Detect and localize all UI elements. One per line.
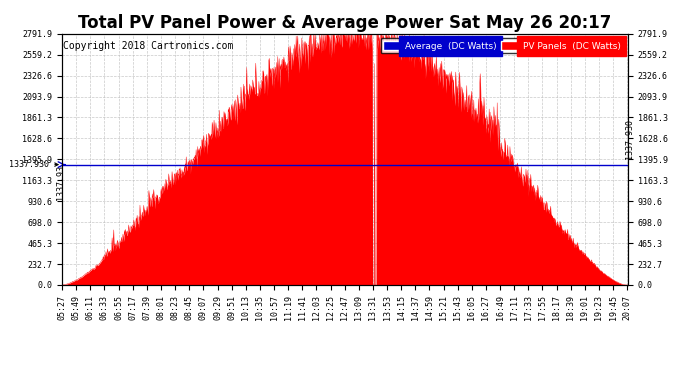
Text: 1337.930: 1337.930 [10, 160, 58, 169]
Text: 1337.93: 1337.93 [57, 165, 66, 200]
Legend: Average  (DC Watts), PV Panels  (DC Watts): Average (DC Watts), PV Panels (DC Watts) [381, 38, 623, 53]
Title: Total PV Panel Power & Average Power Sat May 26 20:17: Total PV Panel Power & Average Power Sat… [78, 14, 612, 32]
Text: Copyright 2018 Cartronics.com: Copyright 2018 Cartronics.com [63, 41, 233, 51]
Text: 1337.930: 1337.930 [627, 120, 635, 165]
